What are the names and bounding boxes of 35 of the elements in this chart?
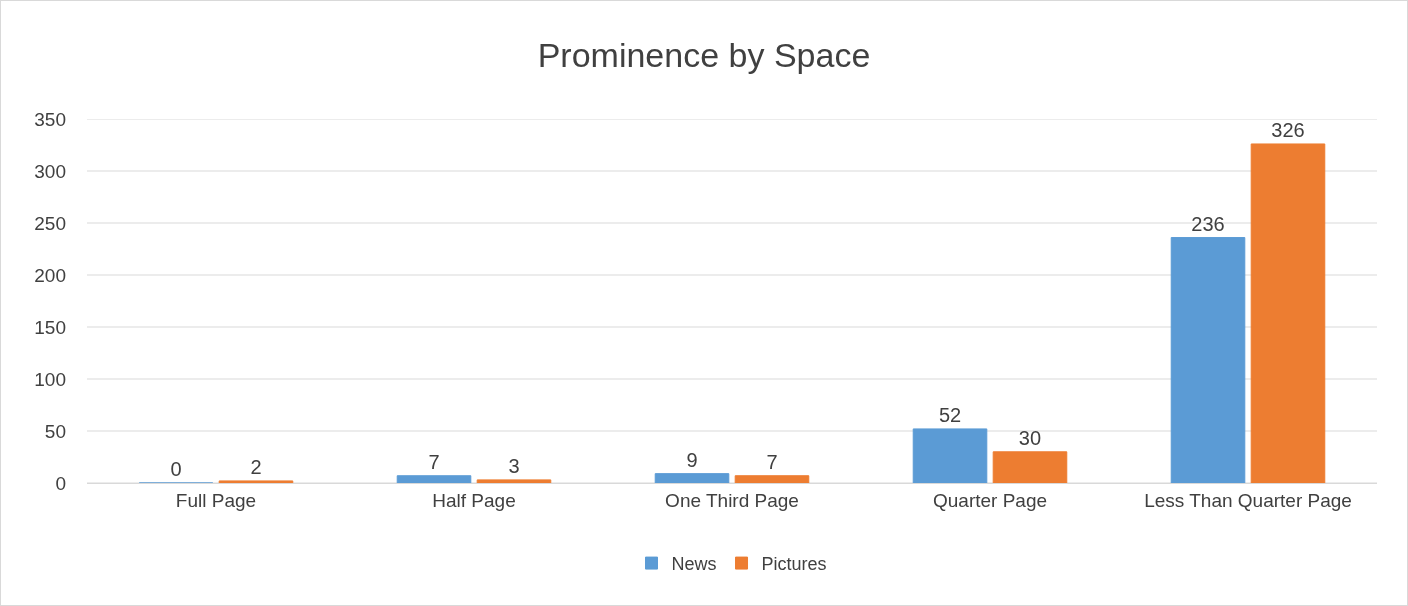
bar: [1170, 237, 1246, 483]
data-label: 2: [250, 455, 262, 478]
data-label: 3: [508, 454, 520, 477]
y-tick-label: 100: [34, 368, 66, 390]
x-tick-label: Half Page: [432, 489, 516, 511]
data-label: 7: [428, 450, 440, 473]
bar: [654, 473, 730, 483]
bar: [1250, 143, 1326, 483]
bar: [396, 475, 472, 483]
y-tick-label: 150: [34, 316, 66, 338]
data-label: 7: [766, 450, 778, 473]
y-tick-label: 350: [34, 108, 66, 130]
bar: [476, 479, 552, 483]
x-tick-label: One Third Page: [665, 489, 799, 511]
y-tick-label: 0: [55, 472, 66, 494]
y-tick-label: 200: [34, 264, 66, 286]
data-label: 52: [938, 403, 962, 426]
x-tick-label: Less Than Quarter Page: [1144, 489, 1352, 511]
data-label: 0: [170, 458, 182, 480]
bar: [218, 480, 294, 483]
y-tick-label: 250: [34, 212, 66, 234]
legend-label: Pictures: [761, 554, 827, 575]
data-label: 30: [1018, 426, 1042, 449]
x-tick-label: Full Page: [175, 489, 257, 511]
bar: [992, 451, 1068, 483]
y-tick-label: 300: [34, 160, 66, 182]
x-tick-label: Quarter Page: [932, 489, 1048, 511]
chart-title: Prominence by Space: [537, 36, 871, 75]
bar: [912, 428, 988, 483]
data-label: 326: [1271, 118, 1305, 141]
y-tick-label: 50: [44, 420, 66, 442]
legend-label: News: [671, 554, 717, 575]
data-label: 9: [686, 448, 698, 471]
bar: [734, 475, 810, 483]
data-label: 236: [1191, 212, 1225, 235]
